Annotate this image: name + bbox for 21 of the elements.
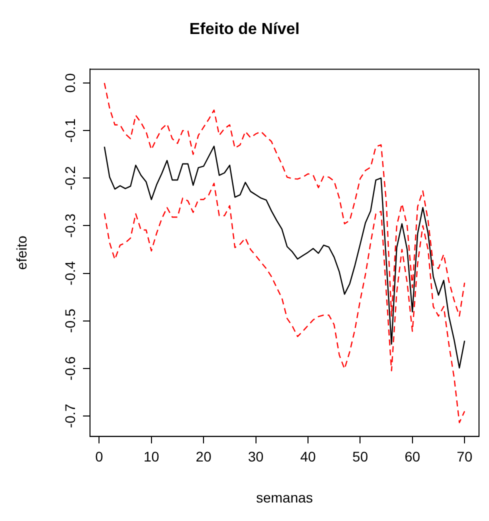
line-series <box>104 182 466 424</box>
x-tick-label: 70 <box>456 448 473 465</box>
y-tick-label: -0.7 <box>62 404 78 428</box>
y-tick-label: -0.5 <box>62 308 78 333</box>
y-axis-title: efeito <box>13 235 30 270</box>
line-series <box>104 82 466 317</box>
y-tick-label: -0.2 <box>62 166 78 190</box>
y-tick-label: 0.0 <box>62 73 78 93</box>
x-axis-title: semanas <box>256 489 313 506</box>
x-tick-label: 10 <box>144 448 160 465</box>
y-tick-label: -0.1 <box>62 118 78 143</box>
chart-title: Efeito de Nível <box>189 21 300 38</box>
y-tick-label: -0.4 <box>62 260 78 286</box>
x-tick-label: 50 <box>352 448 368 465</box>
x-tick-label: 20 <box>196 448 212 465</box>
x-tick-label: 0 <box>95 448 104 465</box>
y-tick-label: -0.6 <box>62 356 78 380</box>
x-tick-label: 60 <box>404 448 420 465</box>
x-tick-label: 30 <box>248 448 264 465</box>
y-tick-label: -0.3 <box>62 213 78 238</box>
x-tick-label: 40 <box>300 448 316 465</box>
